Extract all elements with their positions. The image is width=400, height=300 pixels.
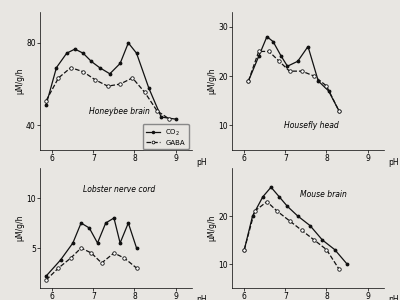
Text: Honeybee brain: Honeybee brain: [89, 107, 150, 116]
Y-axis label: μM/g/h: μM/g/h: [16, 215, 25, 241]
Text: pH: pH: [388, 158, 399, 167]
Y-axis label: μM/g/h: μM/g/h: [16, 68, 25, 94]
Text: Mouse brain: Mouse brain: [300, 190, 347, 199]
Text: Lobster nerve cord: Lobster nerve cord: [83, 185, 155, 194]
Text: Housefly head: Housefly head: [284, 121, 338, 130]
Legend: CO$_2$, GABA: CO$_2$, GABA: [142, 124, 188, 149]
Text: pH: pH: [196, 295, 207, 300]
Text: pH: pH: [196, 158, 207, 167]
Y-axis label: μM/g/h: μM/g/h: [208, 215, 217, 241]
Y-axis label: μM/g/h: μM/g/h: [208, 68, 217, 94]
Text: pH: pH: [388, 295, 399, 300]
